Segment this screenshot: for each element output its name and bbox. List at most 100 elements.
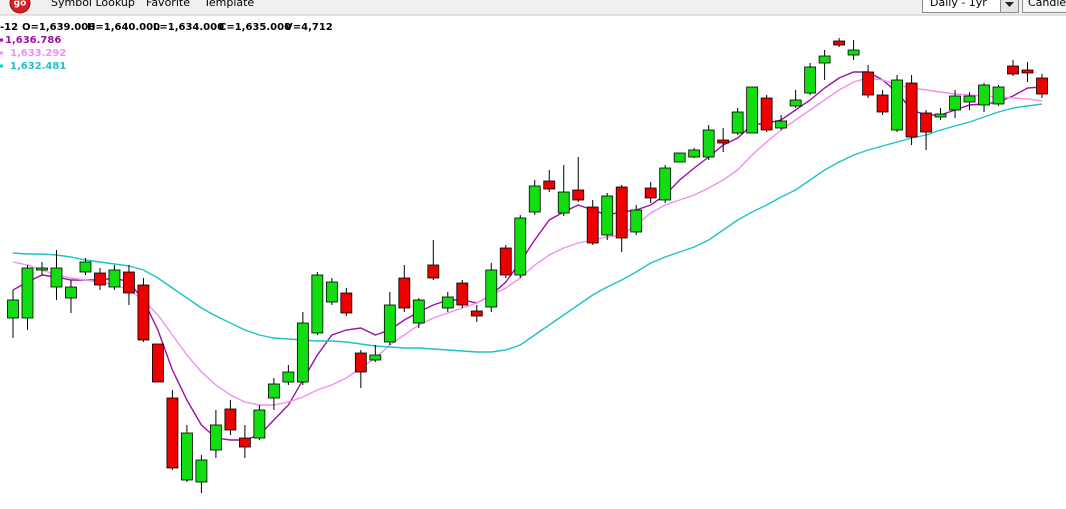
candle-body — [296, 322, 309, 383]
candle-body — [949, 95, 961, 111]
toolbar-bg — [0, 0, 1066, 15]
menu-item[interactable]: Template — [203, 0, 254, 9]
candle-body — [934, 113, 947, 118]
legend-swatch — [0, 64, 3, 68]
style-button[interactable] — [1022, 0, 1066, 13]
candle-body — [123, 271, 135, 294]
legend-label: 1,636.786 — [5, 35, 61, 46]
candle-body — [21, 267, 34, 319]
plot — [7, 38, 1048, 493]
info-date: -12 — [0, 22, 18, 33]
info-volume: V=4,712 — [285, 22, 333, 33]
candle-body — [963, 95, 976, 103]
candle-body — [1021, 69, 1034, 74]
dropdown-arrow — [1005, 2, 1014, 7]
candle-body — [499, 247, 512, 276]
candle-body — [412, 299, 425, 324]
candle-body — [79, 261, 92, 273]
candle-body — [557, 191, 570, 214]
candle-body — [181, 432, 193, 481]
candle-body — [673, 152, 686, 163]
candle-body — [427, 264, 440, 279]
candle-body — [920, 112, 932, 133]
legend-swatch — [0, 38, 3, 42]
candle-body — [818, 55, 831, 64]
candle-body — [65, 286, 77, 299]
candle-body — [94, 272, 106, 286]
info-low: L=1,634.000 — [153, 22, 224, 33]
candle-body — [50, 267, 63, 288]
moving-average-line — [12, 103, 1043, 353]
candle-body — [137, 284, 150, 341]
candle-body — [340, 292, 353, 314]
candle-body — [369, 354, 382, 361]
candle-body — [224, 408, 237, 431]
candle-body — [470, 310, 483, 317]
candle-body — [789, 99, 802, 107]
candle-body — [586, 206, 599, 244]
candle-body — [717, 139, 730, 144]
candle-body — [876, 94, 889, 113]
candle-body — [833, 40, 845, 46]
candle-body — [978, 84, 990, 106]
logo-icon[interactable] — [9, 0, 31, 14]
candle-body — [166, 397, 179, 469]
candle-body — [456, 282, 469, 306]
candle-body — [152, 343, 164, 383]
candle-body — [847, 49, 860, 56]
candle-body — [804, 66, 817, 94]
candle-body — [528, 185, 541, 213]
info-high: H=1,640.000 — [87, 22, 160, 33]
candle-body — [398, 277, 411, 309]
period-value[interactable]: Daily - 1yr — [930, 0, 987, 9]
candle-body — [775, 120, 788, 129]
candle-body — [760, 97, 773, 131]
menu-item[interactable]: Favorite — [146, 0, 190, 9]
candle-body — [311, 274, 324, 334]
candle-body — [7, 299, 19, 319]
candle-body — [267, 383, 280, 399]
candle-body — [992, 86, 1005, 105]
candle-body — [195, 459, 208, 483]
legend-label: 1,632.481 — [10, 61, 66, 72]
candle-body — [891, 79, 903, 131]
menu-item[interactable]: Symbol Lookup — [51, 0, 135, 9]
candle-body — [441, 296, 454, 309]
candle-body — [905, 82, 918, 138]
toolbar: go Symbol Lookup Favorite Template Daily… — [0, 0, 1066, 16]
candle-body — [485, 269, 498, 308]
candle-body — [238, 437, 251, 448]
legend-label: 1,633.292 — [10, 48, 66, 59]
candle-body — [383, 304, 396, 343]
logo-text[interactable]: go — [14, 0, 27, 9]
candle-body — [688, 149, 701, 158]
candle-body — [702, 129, 715, 158]
candle-body — [543, 180, 556, 190]
legend-swatch — [0, 51, 3, 55]
info-close: C=1,635.000 — [219, 22, 291, 33]
candle-body — [36, 267, 48, 271]
candle-body — [746, 86, 759, 134]
candle-body — [644, 187, 657, 199]
candle-body — [731, 111, 744, 134]
candle-body — [514, 217, 527, 276]
candle-body — [630, 209, 643, 233]
candle-body — [1007, 65, 1019, 75]
candle-body — [253, 409, 266, 439]
candle-body — [615, 186, 628, 239]
style-value[interactable]: Candle — [1028, 0, 1066, 9]
candle-body — [210, 424, 222, 451]
info-open: O=1,639.000 — [22, 22, 95, 33]
candle-body — [325, 281, 338, 303]
candle-body — [108, 269, 121, 288]
candle-body — [354, 352, 367, 373]
candle-body — [601, 195, 614, 236]
candle-body — [862, 71, 874, 96]
candle-body — [1036, 77, 1048, 95]
candle-body — [282, 371, 295, 383]
info-bar: -12 O=1,639.000 H=1,640.000 L=1,634.000 … — [0, 22, 333, 33]
legend: 1,636.786 1,633.292 1,632.481 — [0, 35, 66, 72]
